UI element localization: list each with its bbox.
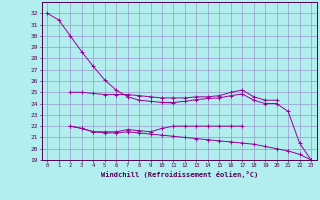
X-axis label: Windchill (Refroidissement éolien,°C): Windchill (Refroidissement éolien,°C) xyxy=(100,171,258,178)
